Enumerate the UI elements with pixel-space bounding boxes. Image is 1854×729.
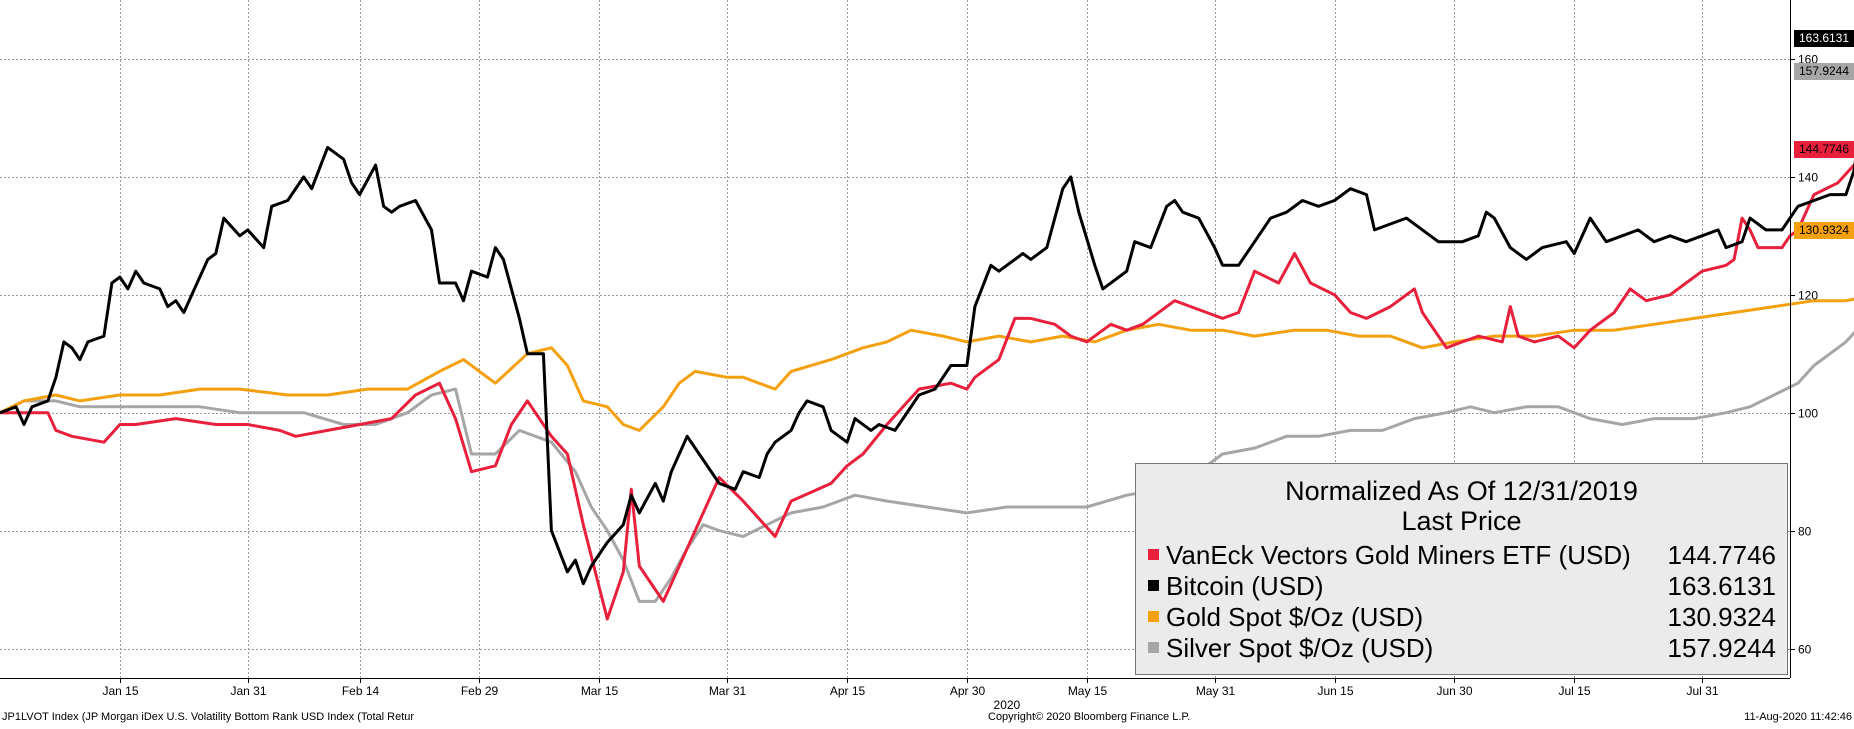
series-lines bbox=[0, 145, 1854, 621]
x-tick-label: May 15 bbox=[1068, 684, 1108, 698]
series-line bbox=[0, 163, 1854, 621]
legend-swatch bbox=[1148, 580, 1159, 591]
x-tick-label: Mar 31 bbox=[709, 684, 747, 698]
legend-item: Bitcoin (USD) 163.6131 bbox=[1148, 571, 1776, 601]
x-tick-label: Feb 14 bbox=[342, 684, 380, 698]
legend-item: Gold Spot $/Oz (USD) 130.9324 bbox=[1148, 602, 1776, 632]
x-tick-label: Apr 15 bbox=[830, 684, 866, 698]
legend-value: 144.7746 bbox=[1667, 540, 1776, 570]
legend-item: VanEck Vectors Gold Miners ETF (USD) 144… bbox=[1148, 540, 1776, 570]
legend-item: Silver Spot $/Oz (USD) 157.9244 bbox=[1148, 633, 1776, 663]
x-axis: Jan 15 Jan 31 Feb 14 Feb 29 Mar 15 Mar 31 Apr … bbox=[0, 678, 1790, 712]
legend-swatch bbox=[1148, 611, 1159, 622]
x-tick-label: Jun 15 bbox=[1317, 684, 1353, 698]
last-value-tag: 163.6131 bbox=[1794, 29, 1854, 47]
series-line bbox=[0, 145, 1854, 586]
x-year-label: 2020 bbox=[994, 698, 1021, 712]
legend-swatch bbox=[1148, 642, 1159, 653]
last-value-tag: 144.7746 bbox=[1794, 140, 1854, 158]
last-value-tag: 130.9324 bbox=[1794, 222, 1854, 240]
x-tick-label: Apr 30 bbox=[950, 684, 986, 698]
y-tick-label: 80 bbox=[1798, 525, 1812, 539]
x-tick-label: Jan 31 bbox=[230, 684, 266, 698]
footer-copyright: Copyright© 2020 Bloomberg Finance L.P. bbox=[988, 711, 1191, 723]
y-tick-label: 120 bbox=[1798, 289, 1818, 303]
y-tick-label: 60 bbox=[1798, 643, 1812, 657]
legend-label: Bitcoin (USD) bbox=[1166, 571, 1324, 601]
legend-label: Silver Spot $/Oz (USD) bbox=[1166, 633, 1434, 663]
y-tick-label: 140 bbox=[1798, 171, 1818, 185]
x-tick-label: Mar 15 bbox=[581, 684, 619, 698]
footer-index-description: JP1LVOT Index (JP Morgan iDex U.S. Volat… bbox=[2, 711, 415, 723]
x-tick-label: Jul 15 bbox=[1558, 684, 1590, 698]
x-tick-label: Jun 30 bbox=[1436, 684, 1472, 698]
footer-timestamp: 11-Aug-2020 11:42:46 bbox=[1744, 711, 1852, 723]
x-tick-label: May 31 bbox=[1196, 684, 1236, 698]
y-axis: 60 80 100 120 140 160 bbox=[1790, 0, 1818, 678]
legend-value: 157.9244 bbox=[1667, 633, 1776, 663]
series-line bbox=[0, 297, 1854, 432]
legend-value: 163.6131 bbox=[1667, 571, 1776, 601]
y-tick-label: 100 bbox=[1798, 407, 1818, 421]
x-tick-label: Jan 15 bbox=[102, 684, 138, 698]
legend-subtitle: Last Price bbox=[1401, 506, 1522, 536]
legend: Normalized As Of 12/31/2019 Last Price V… bbox=[1135, 463, 1788, 675]
legend-label: Gold Spot $/Oz (USD) bbox=[1166, 602, 1424, 632]
legend-swatch bbox=[1148, 549, 1159, 560]
last-value-tag: 157.9244 bbox=[1794, 63, 1854, 81]
legend-title: Normalized As Of 12/31/2019 bbox=[1285, 476, 1638, 506]
x-tick-label: Jul 31 bbox=[1686, 684, 1718, 698]
x-tick-label: Feb 29 bbox=[461, 684, 499, 698]
legend-value: 130.9324 bbox=[1667, 602, 1776, 632]
y-tick-label: 160 bbox=[1798, 53, 1818, 67]
series-line bbox=[0, 330, 1854, 603]
legend-label: VanEck Vectors Gold Miners ETF (USD) bbox=[1166, 540, 1631, 570]
